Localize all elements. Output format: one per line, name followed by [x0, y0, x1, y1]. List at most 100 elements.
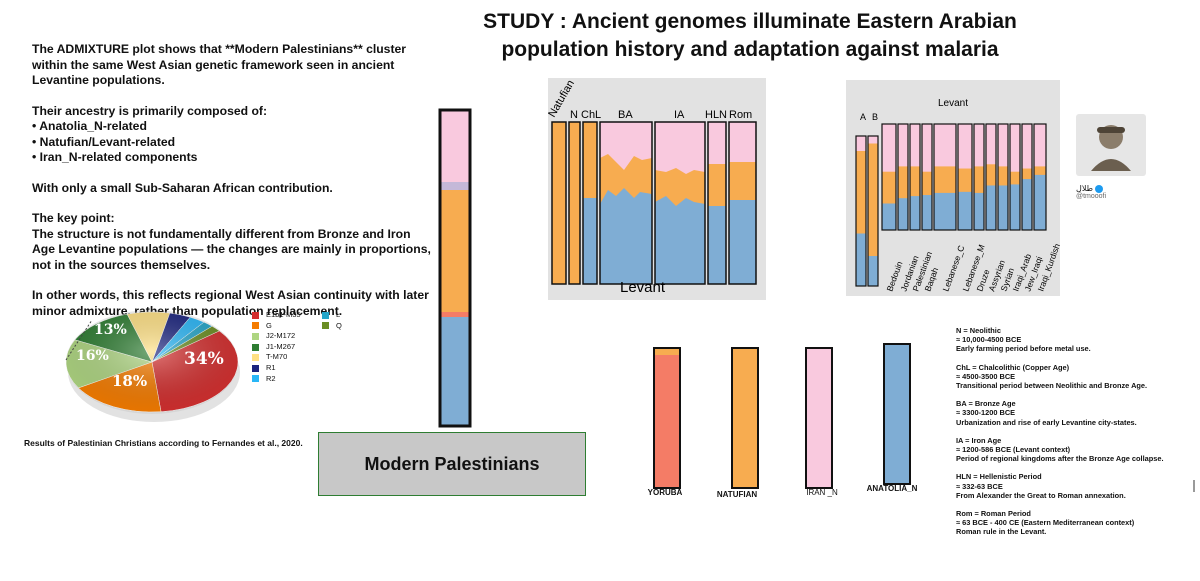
modern-bar-outline	[1021, 123, 1033, 231]
summary-paragraph-2: Their ancestry is primarily composed of:…	[32, 104, 432, 166]
group-label-ia: IA	[674, 109, 685, 121]
group-box-ba	[599, 121, 653, 285]
modern-bar-pink	[882, 124, 896, 172]
components-list: Anatolia_N-related Natufian/Levant-relat…	[32, 119, 432, 166]
scrollbar-indicator	[1193, 480, 1195, 492]
legend-item: L	[322, 310, 342, 321]
legend-label: R2	[266, 373, 276, 383]
definition-item: ChL = Chalcolithic (Copper Age) ≈ 4500-35…	[956, 363, 1196, 391]
modern-bar-outline	[1009, 123, 1021, 231]
definition-date: ≈ 1200-586 BCE (Levant context)	[956, 445, 1071, 455]
definition-desc: Roman rule in the Levant.	[956, 527, 1047, 537]
twitter-handle: @tmooofi	[1076, 193, 1107, 200]
modern-bar-outline	[909, 123, 921, 231]
source-label-anatolia: ANATOLIA_N	[866, 484, 918, 493]
definition-head: IA = Iron Age	[956, 435, 1002, 445]
modern-bar-outline	[985, 123, 997, 231]
modern-palestinians-box: Modern Palestinians	[318, 432, 586, 496]
pie-legend-right: L Q	[322, 310, 342, 331]
title-line-1: STUDY : Ancient genomes illuminate Easte…	[483, 10, 1017, 33]
ancient-bar-chl-orange	[583, 122, 597, 198]
legend-item: G	[252, 321, 301, 332]
pie-label-13: 13%	[94, 322, 127, 338]
ab-bar-outline	[867, 135, 879, 287]
legend-label: E1b1-M35	[266, 310, 301, 319]
modern-bar-outline	[897, 123, 909, 231]
pie-label-16: 16%	[76, 348, 109, 364]
source-label-natufian: NATUFIAN	[716, 490, 758, 499]
source-bars-group	[653, 343, 911, 489]
period-definitions: N = Neolithic ≈ 10,000-4500 BCE Early farm…	[956, 326, 1196, 546]
page-title: STUDY : Ancient genomes illuminate Easte…	[470, 8, 1030, 64]
modern-population-bars	[855, 123, 1047, 287]
source-label-yoruba: YORUBA	[647, 488, 683, 497]
definition-desc: From Alexander the Great to Roman annexa…	[956, 490, 1126, 500]
legend-item: T-M70	[252, 352, 301, 363]
group-box-chl	[582, 121, 598, 285]
summary-paragraph-4: The key point: The structure is not fund…	[32, 211, 432, 273]
legend-swatch	[252, 322, 259, 330]
definition-desc: Early farming period before metal use.	[956, 344, 1091, 354]
ab-bar-outline	[855, 135, 867, 287]
definition-item: BA = Bronze Age ≈ 3300-1200 BCE Urbanizati…	[956, 399, 1196, 427]
panel-bottom-label: Levant	[620, 279, 666, 296]
legend-item: Q	[322, 321, 342, 332]
panel-top-label: Levant	[938, 98, 968, 109]
verified-badge-icon	[1095, 184, 1104, 193]
modern-bar-pink	[986, 124, 996, 165]
bar-segment-iran	[440, 110, 470, 182]
legend-item: J1-M267	[252, 342, 301, 353]
legend-swatch	[322, 311, 329, 319]
bar-outline	[438, 108, 472, 428]
modern-bar-pink	[922, 124, 932, 172]
bar-segment-other	[440, 182, 470, 190]
modern-bar-outline	[921, 123, 933, 231]
ancient-bar-ia-pink	[655, 122, 705, 174]
legend-swatch	[322, 322, 329, 330]
definition-date: ≈ 10,000-4500 BCE	[956, 335, 1022, 345]
source-bar-yoruba-top	[655, 349, 679, 355]
source-bar-yoruba	[653, 347, 681, 489]
group-label-n: N	[570, 109, 578, 121]
modern-bar-pink	[998, 124, 1008, 167]
legend-swatch	[252, 332, 259, 340]
avatar	[1076, 114, 1146, 176]
modern-bar-pink	[974, 124, 984, 167]
modern-bar-pink	[910, 124, 920, 167]
ancient-bar-n	[569, 122, 580, 284]
component-item: Iran_N-related components	[32, 150, 432, 166]
definition-date: ≈ 3300-1200 BCE	[956, 408, 1016, 418]
group-box-ia	[654, 121, 706, 285]
ancient-bar-hln-pink	[708, 122, 726, 164]
summary-paragraph-5: In other words, this reflects regional W…	[32, 288, 429, 318]
definition-head: N = Neolithic	[956, 326, 1001, 335]
ancient-bar-ba-pink	[600, 122, 652, 170]
key-point-heading: The key point:	[32, 211, 115, 225]
display-name-text: طلال	[1076, 184, 1093, 193]
source-bar-natufian	[731, 347, 759, 489]
legend-label: J1-M267	[266, 341, 296, 351]
modern-bar-outline	[997, 123, 1009, 231]
definition-desc: Period of regional kingdoms after the Br…	[956, 454, 1164, 464]
summary-paragraph-1: The ADMIXTURE plot shows that **Modern P…	[32, 42, 407, 87]
group-box-hln	[707, 121, 727, 285]
modern-bar-pink	[1010, 124, 1020, 172]
legend-swatch	[252, 343, 259, 351]
ab-bar-pink	[856, 136, 866, 151]
legend-item: R1	[252, 363, 301, 374]
modern-bar-outline	[1033, 123, 1047, 231]
source-bar-anatolian	[883, 343, 911, 485]
ab-bar-orange	[868, 136, 878, 256]
definition-head: ChL = Chalcolithic (Copper Age)	[956, 362, 1070, 372]
definition-item: IA = Iron Age ≈ 1200-586 BCE (Levant cont…	[956, 436, 1196, 464]
definition-head: BA = Bronze Age	[956, 399, 1016, 409]
summary-paragraph-3: With only a small Sub-Saharan African co…	[32, 180, 333, 195]
person-portrait-icon	[1091, 125, 1131, 171]
legend-item: J2-M172	[252, 331, 301, 342]
modern-bar-pink	[934, 124, 956, 167]
bar-segment-yoruba	[440, 312, 470, 317]
ancient-levant-admixture-panel: Natufian N ChL BA IA HLN Rom Levant	[548, 78, 766, 300]
modern-bar-pink	[1034, 124, 1046, 167]
modern-bar-outline	[933, 123, 957, 231]
twitter-attribution: طلال @tmooofi	[1076, 114, 1156, 200]
